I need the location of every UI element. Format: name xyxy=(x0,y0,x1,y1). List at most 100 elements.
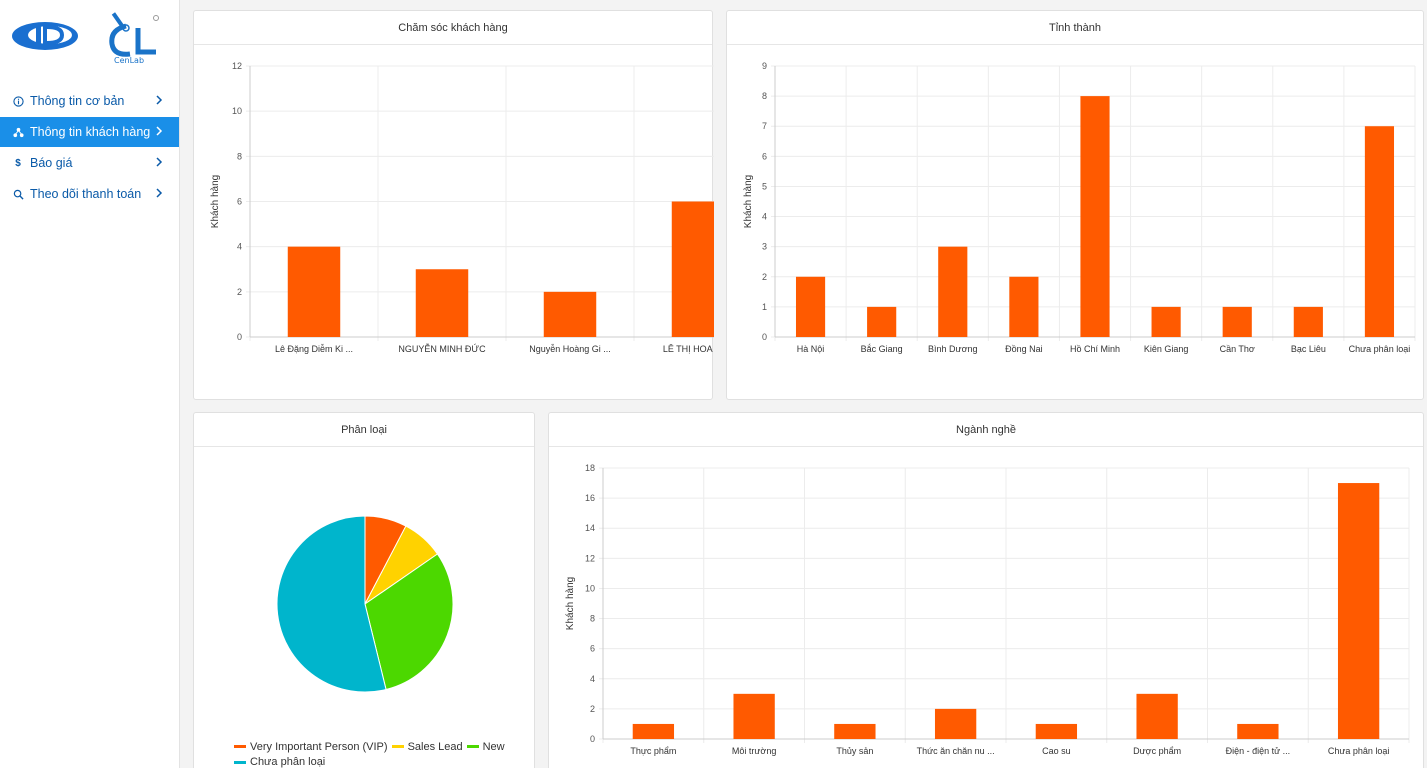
legend-label: Very Important Person (VIP) xyxy=(250,740,388,753)
y-tick-label: 6 xyxy=(590,644,595,654)
y-tick-label: 1 xyxy=(762,302,767,312)
card-title: Phân loại xyxy=(194,413,534,447)
card-title: Tỉnh thành xyxy=(727,11,1423,45)
y-tick-label: 0 xyxy=(237,332,242,342)
x-tick-label: Chưa phân loại xyxy=(1349,344,1411,354)
dollar-icon: $ xyxy=(15,157,21,169)
customer-care-chart: 0 2 4 6 8 10 12 Lê Đặng Diễm Ki ... NGUYỄN MINH … xyxy=(210,61,714,354)
y-tick-label: 7 xyxy=(762,121,767,131)
y-axis-label: Khách hàng xyxy=(210,175,221,228)
y-tick-label: 10 xyxy=(585,583,595,593)
bar xyxy=(834,723,876,739)
y-tick-label: 12 xyxy=(585,553,595,563)
bar xyxy=(733,693,775,739)
x-tick-label: Thực phẩm xyxy=(630,746,676,756)
y-axis-label: Khách hàng xyxy=(565,577,576,630)
cenlab-logo-text: CenLab xyxy=(114,56,145,65)
cenlab-logo[interactable] xyxy=(104,8,170,68)
y-tick-label: 6 xyxy=(237,197,242,207)
bar xyxy=(415,269,469,337)
sidebar-item-label: Báo giá xyxy=(30,156,73,170)
x-tick-label: Cần Thơ xyxy=(1220,344,1255,354)
y-tick-label: 6 xyxy=(762,151,767,161)
y-tick-label: 8 xyxy=(762,91,767,101)
y-tick-label: 2 xyxy=(590,704,595,714)
x-tick-label: LÊ THỊ HOA SEN xyxy=(663,344,714,354)
x-tick-label: Cao su xyxy=(1042,746,1071,756)
sidebar: CenLab Thông tin cơ bản Thông tin khách … xyxy=(0,0,180,768)
y-axis-label: Khách hàng xyxy=(743,175,754,228)
bar xyxy=(1080,96,1110,337)
bar xyxy=(543,291,597,337)
y-tick-label: 2 xyxy=(237,287,242,297)
legend-item[interactable]: Sales Lead xyxy=(391,740,463,754)
industry-card: Ngành nghề 0 2 4 6 8 10 12 14 16 18 Thực phẩm Môi t… xyxy=(548,412,1424,768)
y-tick-label: 4 xyxy=(762,212,767,222)
legend-label: Chưa phân loại xyxy=(250,756,326,768)
x-tick-label: Điện - điện tử ... xyxy=(1226,746,1291,756)
chevron-right-icon xyxy=(156,157,163,167)
legend-swatch xyxy=(466,745,479,748)
legend-label: New xyxy=(482,740,505,753)
card-title: Chăm sóc khách hàng xyxy=(194,11,712,45)
bar xyxy=(934,708,977,739)
sidebar-item-label: Theo dõi thanh toán xyxy=(30,187,142,201)
bar xyxy=(795,276,826,337)
logo-area: CenLab xyxy=(0,0,180,80)
y-tick-label: 2 xyxy=(762,272,767,282)
category-pie-chart xyxy=(276,515,454,693)
chevron-right-icon xyxy=(156,188,163,198)
bar xyxy=(1151,306,1181,337)
hierarchy-icon xyxy=(12,126,24,138)
sidebar-menu: Thông tin cơ bản Thông tin khách hàng $ … xyxy=(0,86,179,210)
y-tick-label: 5 xyxy=(762,181,767,191)
bar xyxy=(671,201,714,337)
x-tick-label: Hồ Chí Minh xyxy=(1070,344,1120,354)
category-card: Phân loại Very Important Person (VIP) Sal… xyxy=(193,412,535,768)
customer-care-card: Chăm sóc khách hàng 0 2 4 6 8 10 12 Lê Đặng Diễ… xyxy=(193,10,714,400)
search-icon xyxy=(12,188,24,200)
y-tick-label: 3 xyxy=(762,242,767,252)
company-logo[interactable] xyxy=(10,18,80,54)
sidebar-item-quotation[interactable]: $ Báo giá xyxy=(0,148,179,178)
x-tick-label: Kiên Giang xyxy=(1144,344,1189,354)
y-tick-label: 8 xyxy=(237,151,242,161)
sidebar-item-customer-info[interactable]: Thông tin khách hàng xyxy=(0,117,179,147)
x-tick-label: Nguyễn Hoàng Gi ... xyxy=(529,344,611,354)
legend-item[interactable]: Very Important Person (VIP) xyxy=(234,740,388,754)
province-card: Tỉnh thành 0 1 2 3 4 5 6 7 8 9 Hà Nội Bắc Giang Bình… xyxy=(726,10,1424,400)
bar xyxy=(1222,306,1252,337)
sidebar-item-basic-info[interactable]: Thông tin cơ bản xyxy=(0,86,179,116)
bar xyxy=(1337,483,1380,739)
y-tick-label: 4 xyxy=(590,674,595,684)
x-tick-label: Môi trường xyxy=(732,746,776,756)
y-tick-label: 0 xyxy=(590,734,595,744)
y-tick-label: 0 xyxy=(762,332,767,342)
legend-item[interactable]: New xyxy=(466,740,505,754)
x-tick-label: Bắc Giang xyxy=(861,344,903,354)
x-tick-label: Chưa phân loại xyxy=(1328,746,1390,756)
sidebar-item-label: Thông tin khách hàng xyxy=(30,125,151,139)
bar xyxy=(632,723,675,739)
legend-swatch xyxy=(234,745,246,748)
y-tick-label: 16 xyxy=(585,493,595,503)
x-tick-label: Thủy sản xyxy=(836,746,873,756)
legend-item[interactable]: Chưa phân loại xyxy=(234,755,325,768)
y-tick-label: 4 xyxy=(237,242,242,252)
x-tick-label: Hà Nội xyxy=(797,344,825,354)
bar xyxy=(1237,723,1279,739)
bar xyxy=(1136,693,1178,739)
bar xyxy=(1364,126,1395,337)
y-tick-label: 14 xyxy=(585,523,595,533)
chevron-right-icon xyxy=(156,95,163,105)
bar xyxy=(1009,276,1039,337)
x-tick-label: Thức ăn chăn nu ... xyxy=(917,746,995,756)
industry-chart: 0 2 4 6 8 10 12 14 16 18 Thực phẩm Môi trường Thủy s… xyxy=(565,463,1410,756)
sidebar-item-payment-tracking[interactable]: Theo dõi thanh toán xyxy=(0,179,179,209)
legend-label: Sales Lead xyxy=(407,740,463,753)
x-tick-label: Dược phẩm xyxy=(1133,746,1181,756)
bar xyxy=(1293,306,1323,337)
legend-swatch xyxy=(391,745,404,748)
pie-legend: Very Important Person (VIP) Sales Lead New… xyxy=(234,738,534,768)
bar xyxy=(938,246,968,337)
